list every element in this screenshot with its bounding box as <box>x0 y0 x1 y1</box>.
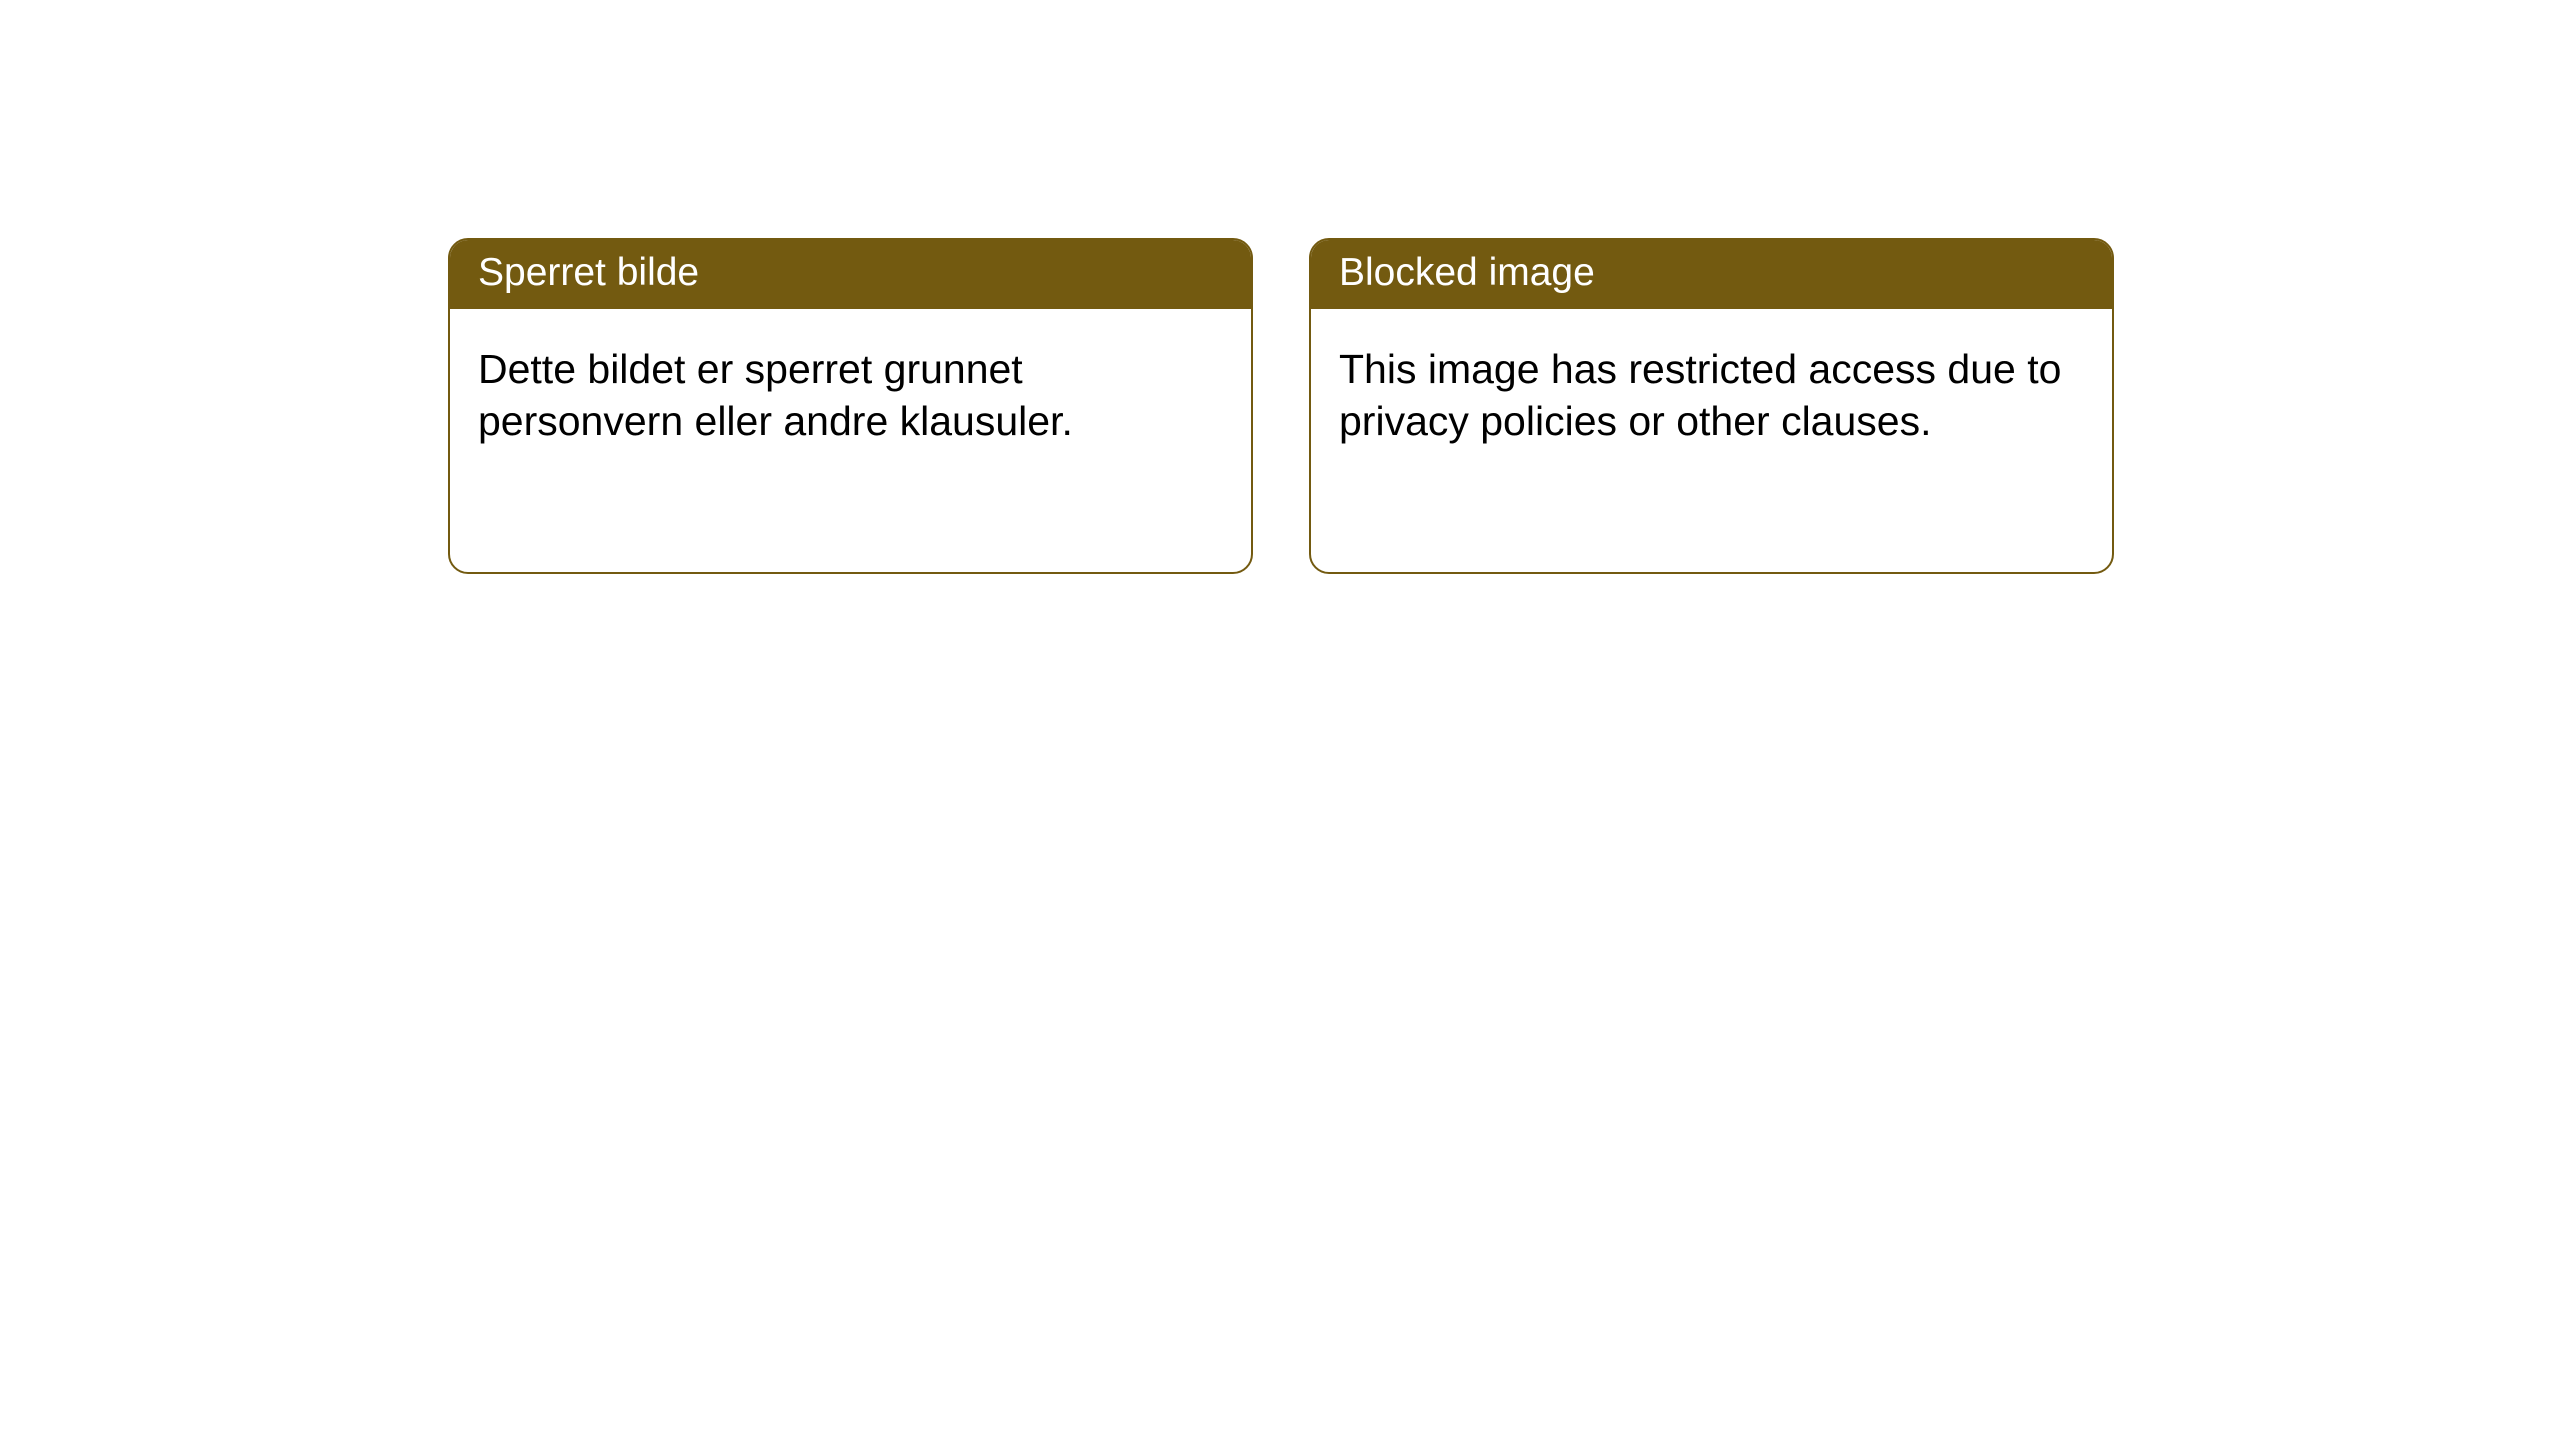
card-body: This image has restricted access due to … <box>1311 309 2112 482</box>
blocked-image-card-en: Blocked image This image has restricted … <box>1309 238 2114 574</box>
card-body: Dette bildet er sperret grunnet personve… <box>450 309 1251 482</box>
cards-container: Sperret bilde Dette bildet er sperret gr… <box>0 0 2560 574</box>
blocked-image-card-no: Sperret bilde Dette bildet er sperret gr… <box>448 238 1253 574</box>
card-header: Sperret bilde <box>450 240 1251 309</box>
card-header: Blocked image <box>1311 240 2112 309</box>
